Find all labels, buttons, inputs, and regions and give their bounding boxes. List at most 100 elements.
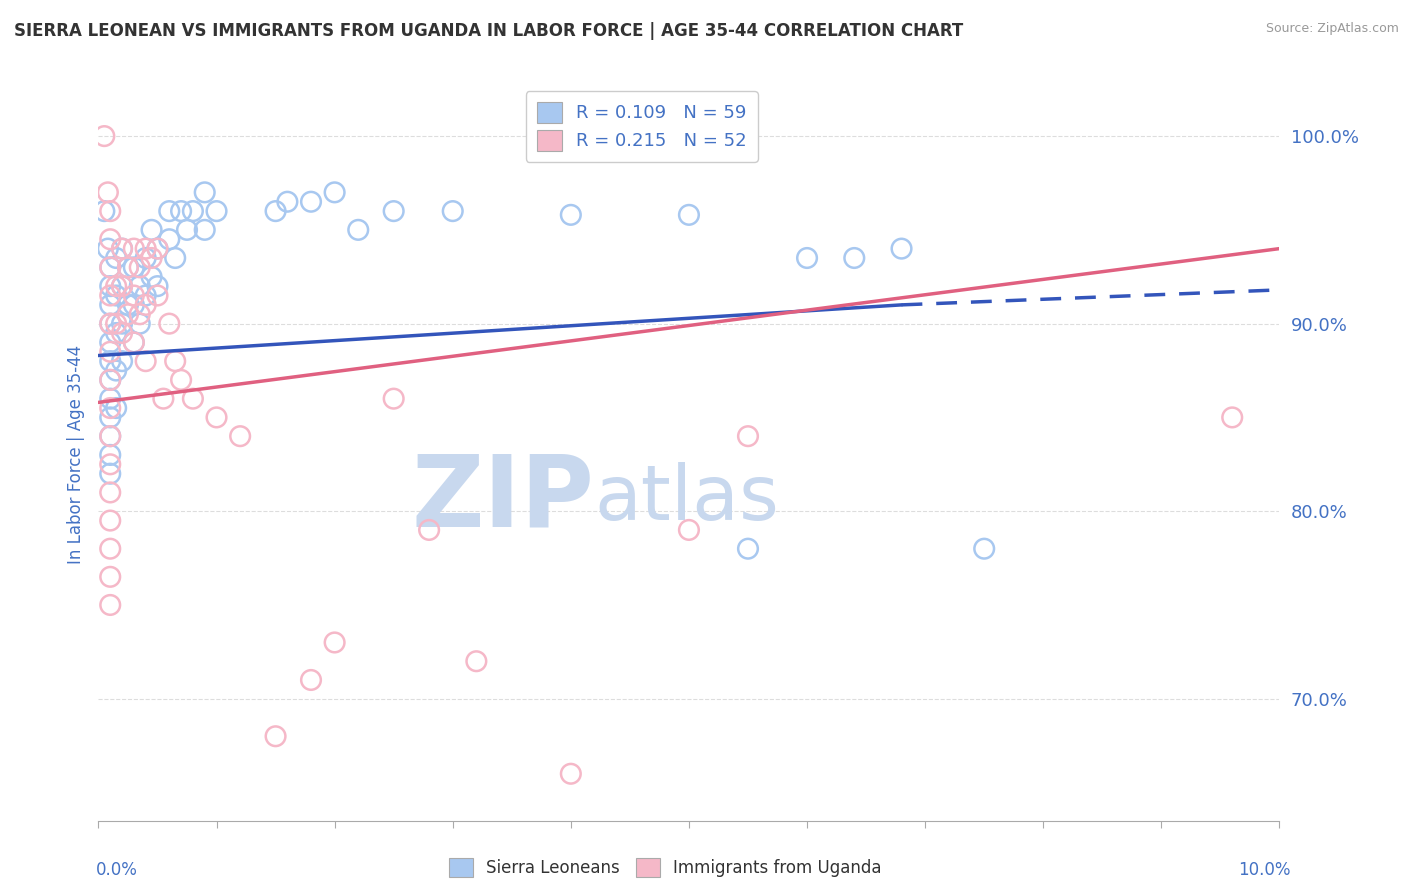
Point: [98, 570, 121, 584]
Point: [98, 335, 121, 350]
Point: [117, 307, 139, 321]
Point: [111, 279, 134, 293]
Point: [105, 279, 128, 293]
Point: [111, 354, 134, 368]
Point: [98, 204, 121, 219]
Point: [560, 208, 582, 222]
Point: [105, 288, 128, 302]
Point: [165, 251, 187, 265]
Point: [560, 766, 582, 780]
Point: [98, 298, 121, 312]
Point: [382, 204, 405, 219]
Point: [98, 317, 121, 331]
Point: [135, 242, 157, 256]
Point: [135, 298, 157, 312]
Point: [98, 448, 121, 462]
Point: [465, 654, 488, 668]
Point: [122, 242, 145, 256]
Point: [128, 317, 150, 331]
Text: Source: ZipAtlas.com: Source: ZipAtlas.com: [1265, 22, 1399, 36]
Point: [146, 288, 169, 302]
Point: [152, 392, 174, 406]
Point: [98, 260, 121, 275]
Point: [128, 279, 150, 293]
Point: [98, 279, 121, 293]
Point: [205, 410, 228, 425]
Text: 0.0%: 0.0%: [96, 861, 138, 879]
Point: [441, 204, 464, 219]
Point: [128, 260, 150, 275]
Point: [678, 523, 700, 537]
Point: [117, 298, 139, 312]
Point: [122, 288, 145, 302]
Point: [98, 260, 121, 275]
Point: [141, 251, 163, 265]
Point: [111, 279, 134, 293]
Point: [105, 251, 128, 265]
Point: [98, 485, 121, 500]
Point: [170, 204, 193, 219]
Point: [264, 204, 287, 219]
Point: [105, 317, 128, 331]
Text: 10.0%: 10.0%: [1239, 861, 1291, 879]
Point: [98, 401, 121, 415]
Point: [205, 204, 228, 219]
Point: [135, 288, 157, 302]
Point: [93, 129, 115, 144]
Point: [98, 373, 121, 387]
Point: [98, 317, 121, 331]
Point: [157, 232, 180, 246]
Point: [678, 208, 700, 222]
Point: [973, 541, 995, 556]
Point: [117, 260, 139, 275]
Point: [276, 194, 298, 209]
Point: [157, 204, 180, 219]
Point: [323, 186, 346, 200]
Point: [98, 288, 121, 302]
Point: [141, 269, 163, 284]
Point: [418, 523, 440, 537]
Point: [98, 541, 121, 556]
Point: [98, 429, 121, 443]
Point: [111, 326, 134, 340]
Point: [170, 373, 193, 387]
Point: [796, 251, 818, 265]
Point: [844, 251, 866, 265]
Point: [323, 635, 346, 649]
Point: [1220, 410, 1243, 425]
Point: [98, 429, 121, 443]
Point: [122, 298, 145, 312]
Text: atlas: atlas: [595, 462, 779, 536]
Point: [890, 242, 912, 256]
Point: [165, 354, 187, 368]
Point: [194, 186, 217, 200]
Point: [128, 307, 150, 321]
Point: [135, 251, 157, 265]
Y-axis label: In Labor Force | Age 35-44: In Labor Force | Age 35-44: [66, 345, 84, 565]
Point: [122, 260, 145, 275]
Point: [98, 354, 121, 368]
Point: [176, 223, 198, 237]
Point: [105, 363, 128, 377]
Point: [299, 673, 322, 687]
Point: [347, 223, 370, 237]
Point: [111, 317, 134, 331]
Point: [122, 335, 145, 350]
Point: [97, 242, 120, 256]
Point: [157, 317, 180, 331]
Point: [146, 242, 169, 256]
Point: [98, 344, 121, 359]
Point: [141, 223, 163, 237]
Point: [97, 186, 120, 200]
Text: ZIP: ZIP: [412, 450, 595, 548]
Point: [146, 242, 169, 256]
Point: [117, 260, 139, 275]
Point: [93, 204, 115, 219]
Point: [382, 392, 405, 406]
Point: [98, 410, 121, 425]
Text: SIERRA LEONEAN VS IMMIGRANTS FROM UGANDA IN LABOR FORCE | AGE 35-44 CORRELATION : SIERRA LEONEAN VS IMMIGRANTS FROM UGANDA…: [14, 22, 963, 40]
Point: [181, 392, 204, 406]
Point: [111, 242, 134, 256]
Point: [264, 729, 287, 743]
Point: [229, 429, 252, 443]
